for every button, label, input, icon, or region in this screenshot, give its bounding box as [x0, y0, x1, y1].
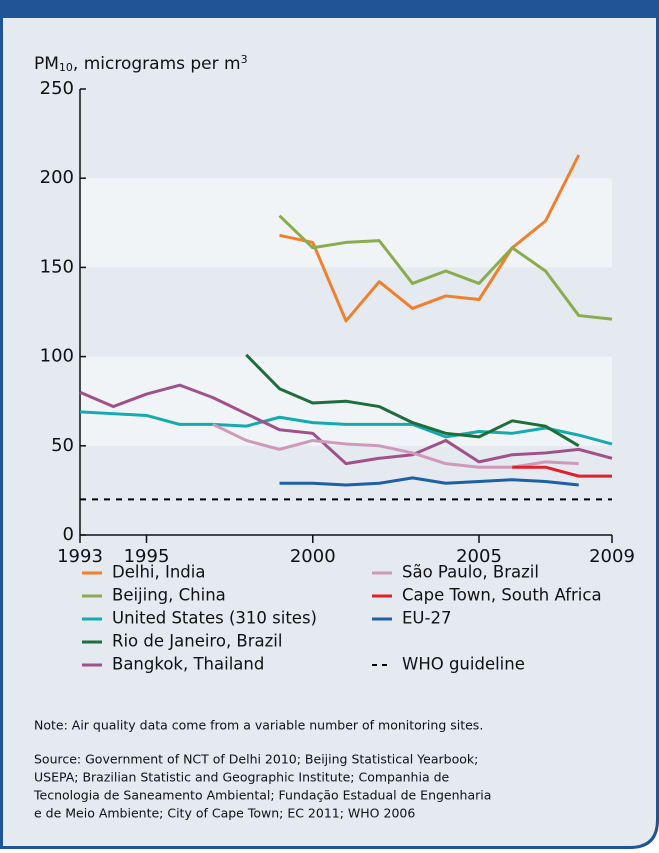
legend-label: WHO guideline: [402, 655, 525, 674]
series-line: [279, 476, 579, 487]
series-line: [512, 465, 612, 478]
legend-label: Beijing, China: [112, 586, 226, 605]
series-line: [279, 154, 581, 323]
x-tick-label: 1993: [57, 546, 103, 567]
y-tick-label: 50: [51, 435, 74, 456]
legend-label: Delhi, India: [112, 563, 205, 582]
x-tick-label: 2000: [290, 546, 336, 567]
legend-label: Cape Town, South Africa: [402, 586, 602, 605]
y-tick-label: 0: [63, 524, 74, 545]
legend-label: São Paulo, Brazil: [402, 563, 539, 582]
legend-label: Rio de Janeiro, Brazil: [112, 632, 282, 651]
y-axis-label: PM10, micrograms per m3: [34, 53, 248, 74]
note: Note: Air quality data come from a varia…: [34, 718, 483, 733]
legend-label: United States (310 sites): [112, 609, 317, 628]
source: USEPA; Brazilian Statistic and Geographi…: [34, 770, 450, 785]
series-line: [79, 410, 613, 446]
series-line: [79, 383, 613, 466]
legend-label: EU-27: [402, 609, 451, 628]
top-band: [0, 0, 659, 18]
y-tick-label: 250: [40, 78, 74, 99]
grid-band: [80, 178, 612, 268]
x-tick-label: 2009: [589, 546, 635, 567]
x-tick-label: 2005: [456, 546, 502, 567]
source: e de Meio Ambiente; City of Cape Town; E…: [34, 806, 415, 821]
series-line: [245, 353, 580, 448]
series-line: [278, 214, 613, 321]
y-tick-label: 100: [40, 346, 74, 367]
y-tick-label: 200: [40, 167, 74, 188]
x-tick-label: 1995: [124, 546, 170, 567]
y-tick-label: 150: [40, 256, 74, 277]
legend-label: Bangkok, Thailand: [112, 655, 264, 674]
source: Source: Government of NCT of Delhi 2010;…: [34, 752, 478, 767]
source: Tecnologia de Saneamento Ambiental; Fund…: [33, 788, 491, 803]
